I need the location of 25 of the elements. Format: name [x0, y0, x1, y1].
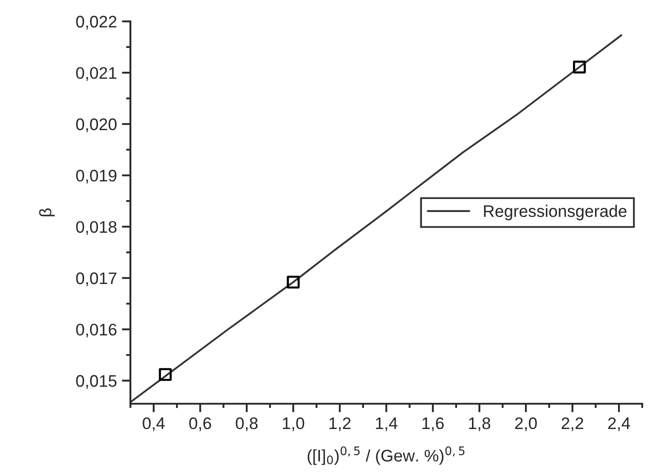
y-tick-label: 0,017 [76, 272, 116, 286]
x-tick-label: 2,2 [562, 417, 584, 432]
x-tick-label: 1,2 [329, 417, 351, 432]
x-tick-label: 0,4 [142, 417, 165, 432]
y-axis-title: β [39, 208, 55, 216]
x-tick-label: 0,8 [236, 417, 258, 432]
point [286, 276, 300, 289]
x-tick-label: 2,4 [608, 417, 630, 432]
x-tick-label: 1,8 [469, 417, 490, 432]
x-tick-label: 2,0 [515, 417, 537, 432]
x-tick-label: 0,6 [189, 417, 212, 432]
point [572, 60, 586, 74]
y-tick-label: 0,019 [76, 170, 116, 184]
y-tick-label: 0,020 [76, 118, 117, 132]
x-axis-title: ([I]$_{0}$)$^{0,5}$ / (Gew. %)$^{0,5}$ [308, 446, 464, 465]
point [158, 368, 172, 381]
y-tick-label: 0,015 [76, 375, 117, 389]
y-tick-label: 0,018 [76, 221, 116, 235]
y-tick-label: 0,016 [76, 324, 116, 338]
y-tick-label: 0,022 [76, 16, 116, 30]
x-tick-label: 1,6 [422, 417, 444, 432]
legend-label: Regressionsgerade [484, 204, 626, 220]
x-tick-label: 1,0 [282, 417, 304, 432]
x-tick-label: 1,4 [376, 418, 398, 432]
y-tick-label: 0,021 [76, 67, 116, 81]
